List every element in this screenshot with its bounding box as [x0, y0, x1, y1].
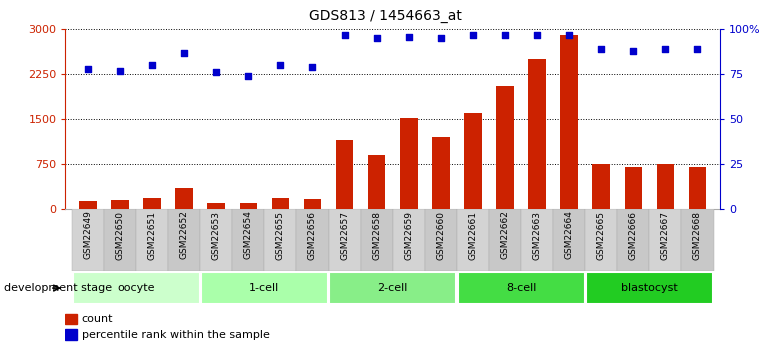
Bar [368, 155, 386, 209]
Bar [296, 209, 329, 271]
Bar [233, 209, 264, 271]
FancyBboxPatch shape [201, 272, 328, 304]
Point [146, 62, 159, 68]
Point [659, 46, 671, 52]
Bar [111, 200, 129, 209]
Bar [264, 209, 296, 271]
Bar [553, 209, 585, 271]
Bar [521, 209, 553, 271]
Text: 2-cell: 2-cell [377, 283, 408, 293]
Text: GSM22665: GSM22665 [597, 210, 606, 259]
Bar [176, 188, 193, 209]
Point [210, 70, 223, 75]
Bar [303, 199, 321, 209]
Text: GSM22653: GSM22653 [212, 210, 221, 259]
Text: GSM22658: GSM22658 [372, 210, 381, 259]
Bar [168, 209, 200, 271]
Bar [360, 209, 393, 271]
Text: count: count [82, 314, 113, 324]
Bar [72, 209, 104, 271]
Text: 1-cell: 1-cell [249, 283, 280, 293]
Bar [136, 209, 168, 271]
FancyBboxPatch shape [72, 272, 199, 304]
Bar [207, 203, 225, 209]
Bar [200, 209, 233, 271]
Bar [464, 113, 482, 209]
Point [563, 32, 575, 38]
Text: GSM22660: GSM22660 [437, 210, 445, 259]
Text: GSM22664: GSM22664 [564, 210, 574, 259]
Point [114, 68, 126, 73]
Point [370, 36, 383, 41]
Text: percentile rank within the sample: percentile rank within the sample [82, 330, 270, 340]
Bar [393, 209, 425, 271]
Bar [592, 164, 610, 209]
Bar [561, 35, 578, 209]
Text: GDS813 / 1454663_at: GDS813 / 1454663_at [309, 9, 461, 23]
Point [467, 32, 479, 38]
Text: GSM22657: GSM22657 [340, 210, 349, 259]
Text: development stage: development stage [4, 283, 112, 293]
Text: oocyte: oocyte [117, 283, 155, 293]
Text: GSM22667: GSM22667 [661, 210, 670, 259]
Point [627, 48, 639, 53]
Point [338, 32, 350, 38]
Point [595, 46, 608, 52]
Point [691, 46, 704, 52]
Bar [457, 209, 489, 271]
Bar [585, 209, 618, 271]
FancyBboxPatch shape [586, 272, 713, 304]
Point [82, 66, 94, 71]
Bar [681, 209, 714, 271]
Bar [239, 203, 257, 209]
Bar [657, 164, 675, 209]
Text: GSM22655: GSM22655 [276, 210, 285, 259]
Bar [489, 209, 521, 271]
Bar [528, 59, 546, 209]
Point [403, 34, 415, 39]
Bar [432, 137, 450, 209]
Text: GSM22663: GSM22663 [533, 210, 541, 259]
Point [306, 64, 319, 70]
Bar [65, 314, 77, 324]
Bar [65, 329, 77, 340]
Bar [400, 118, 417, 209]
Text: GSM22656: GSM22656 [308, 210, 317, 259]
Text: GSM22668: GSM22668 [693, 210, 702, 259]
Text: GSM22652: GSM22652 [179, 210, 189, 259]
Text: GSM22659: GSM22659 [404, 210, 413, 259]
Bar [496, 86, 514, 209]
Text: blastocyst: blastocyst [621, 283, 678, 293]
Point [274, 62, 286, 68]
FancyBboxPatch shape [457, 272, 584, 304]
Text: GSM22666: GSM22666 [629, 210, 638, 259]
Bar [143, 198, 161, 209]
Point [434, 36, 447, 41]
Bar [425, 209, 457, 271]
Bar [618, 209, 649, 271]
Bar [329, 209, 360, 271]
Text: GSM22661: GSM22661 [468, 210, 477, 259]
Point [499, 32, 511, 38]
Bar [624, 167, 642, 209]
Text: GSM22650: GSM22650 [116, 210, 125, 259]
Bar [649, 209, 681, 271]
Text: GSM22649: GSM22649 [83, 210, 92, 259]
Bar [688, 167, 706, 209]
Bar [272, 198, 290, 209]
Bar [79, 201, 97, 209]
Point [178, 50, 190, 56]
FancyBboxPatch shape [330, 272, 456, 304]
Text: 8-cell: 8-cell [506, 283, 536, 293]
Text: GSM22662: GSM22662 [500, 210, 510, 259]
Text: GSM22654: GSM22654 [244, 210, 253, 259]
Text: GSM22651: GSM22651 [148, 210, 156, 259]
Bar [336, 140, 353, 209]
Point [242, 73, 254, 79]
Bar [104, 209, 136, 271]
Point [531, 32, 543, 38]
